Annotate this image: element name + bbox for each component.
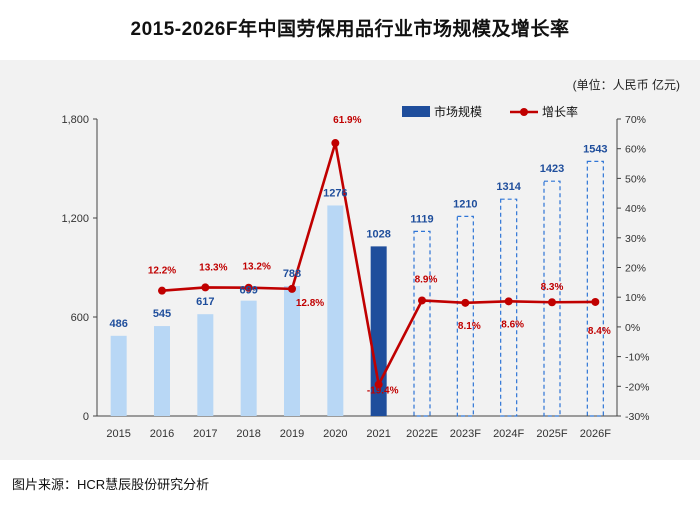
right-tick-label: 0% — [625, 322, 640, 334]
growth-point — [418, 296, 426, 305]
bar — [500, 198, 518, 417]
growth-rate-label: 13.2% — [242, 262, 270, 273]
bar — [413, 230, 431, 417]
x-tick-label: 2015 — [106, 428, 130, 440]
x-tick-label: 2024F — [493, 428, 524, 440]
source-note: 图片来源：HCR慧辰股份研究分析 — [12, 477, 210, 492]
x-tick-label: 2020 — [323, 428, 347, 440]
right-tick-label: 60% — [625, 144, 646, 156]
growth-point — [548, 298, 556, 307]
left-tick-label: 1,800 — [61, 114, 89, 126]
growth-rate-label: 12.8% — [296, 298, 324, 309]
legend-label-bar: 市场规模 — [434, 104, 482, 119]
growth-point — [288, 284, 296, 293]
bar — [197, 314, 214, 416]
right-tick-label: 20% — [625, 263, 646, 275]
x-tick-label: 2017 — [193, 428, 217, 440]
bar-value-label: 1276 — [323, 187, 347, 199]
bar — [543, 180, 561, 417]
x-tick-label: 2016 — [150, 428, 174, 440]
growth-rate-label: 8.6% — [501, 319, 524, 330]
growth-point — [374, 380, 383, 389]
bar-value-label: 1314 — [496, 181, 521, 193]
growth-rate-label: -19.4% — [367, 386, 399, 397]
growth-rate-label: 12.2% — [148, 266, 176, 277]
right-tick-label: -20% — [625, 381, 650, 393]
bar-value-label: 1210 — [453, 198, 477, 210]
growth-rate-label: 8.1% — [458, 321, 481, 332]
legend-label-line: 增长率 — [542, 104, 578, 119]
x-tick-label: 2023F — [450, 428, 481, 440]
growth-rate-label: 8.9% — [415, 274, 438, 285]
growth-rate-label: 13.3% — [199, 262, 227, 273]
bar-value-label: 1423 — [540, 163, 564, 175]
bar-value-label: 617 — [196, 296, 214, 308]
x-tick-label: 2018 — [236, 428, 260, 440]
growth-point — [158, 286, 166, 295]
bar-value-label: 1028 — [366, 228, 390, 240]
bar — [284, 285, 300, 416]
growth-point — [201, 283, 210, 292]
bar-value-label: 1119 — [410, 213, 433, 225]
x-tick-label: 2026F — [580, 428, 611, 440]
right-tick-label: 70% — [625, 114, 646, 126]
bar — [110, 335, 127, 416]
right-tick-label: 10% — [625, 292, 646, 304]
x-tick-label: 2025F — [536, 428, 567, 440]
right-tick-label: -30% — [625, 411, 650, 423]
bar — [240, 300, 257, 416]
bar — [456, 215, 474, 417]
left-tick-label: 0 — [83, 411, 89, 423]
legend-swatch-bar — [402, 106, 430, 117]
x-tick-label: 2022E — [406, 428, 438, 440]
growth-point — [244, 283, 253, 292]
bar-value-label: 486 — [109, 318, 127, 330]
growth-rate-label: 8.3% — [541, 282, 564, 293]
unit-label: (单位：人民币 亿元) — [572, 78, 680, 92]
right-tick-label: -10% — [625, 352, 650, 364]
bar — [586, 160, 604, 417]
left-tick-label: 1,200 — [61, 213, 89, 225]
right-tick-label: 40% — [625, 203, 646, 215]
bar — [154, 326, 170, 416]
bar-value-label: 788 — [283, 268, 301, 280]
x-tick-label: 2021 — [366, 428, 390, 440]
growth-point — [591, 297, 600, 306]
bar-value-label: 699 — [239, 285, 257, 297]
growth-point — [504, 297, 513, 306]
bar — [370, 246, 387, 416]
x-tick-label: 2019 — [280, 428, 304, 440]
left-tick-label: 600 — [71, 312, 89, 324]
growth-rate-label: 61.9% — [333, 115, 361, 126]
right-tick-label: 30% — [625, 233, 646, 245]
growth-rate-label: 8.4% — [588, 326, 611, 337]
bar — [327, 205, 344, 416]
legend-swatch-marker — [520, 108, 528, 116]
bar-value-label: 545 — [153, 308, 171, 320]
bar-value-label: 1543 — [583, 143, 607, 155]
growth-point — [461, 298, 470, 307]
right-tick-label: 50% — [625, 173, 646, 185]
chart-title: 2015-2026F年中国劳保用品行业市场规模及增长率 — [130, 19, 570, 40]
growth-point — [331, 139, 340, 148]
